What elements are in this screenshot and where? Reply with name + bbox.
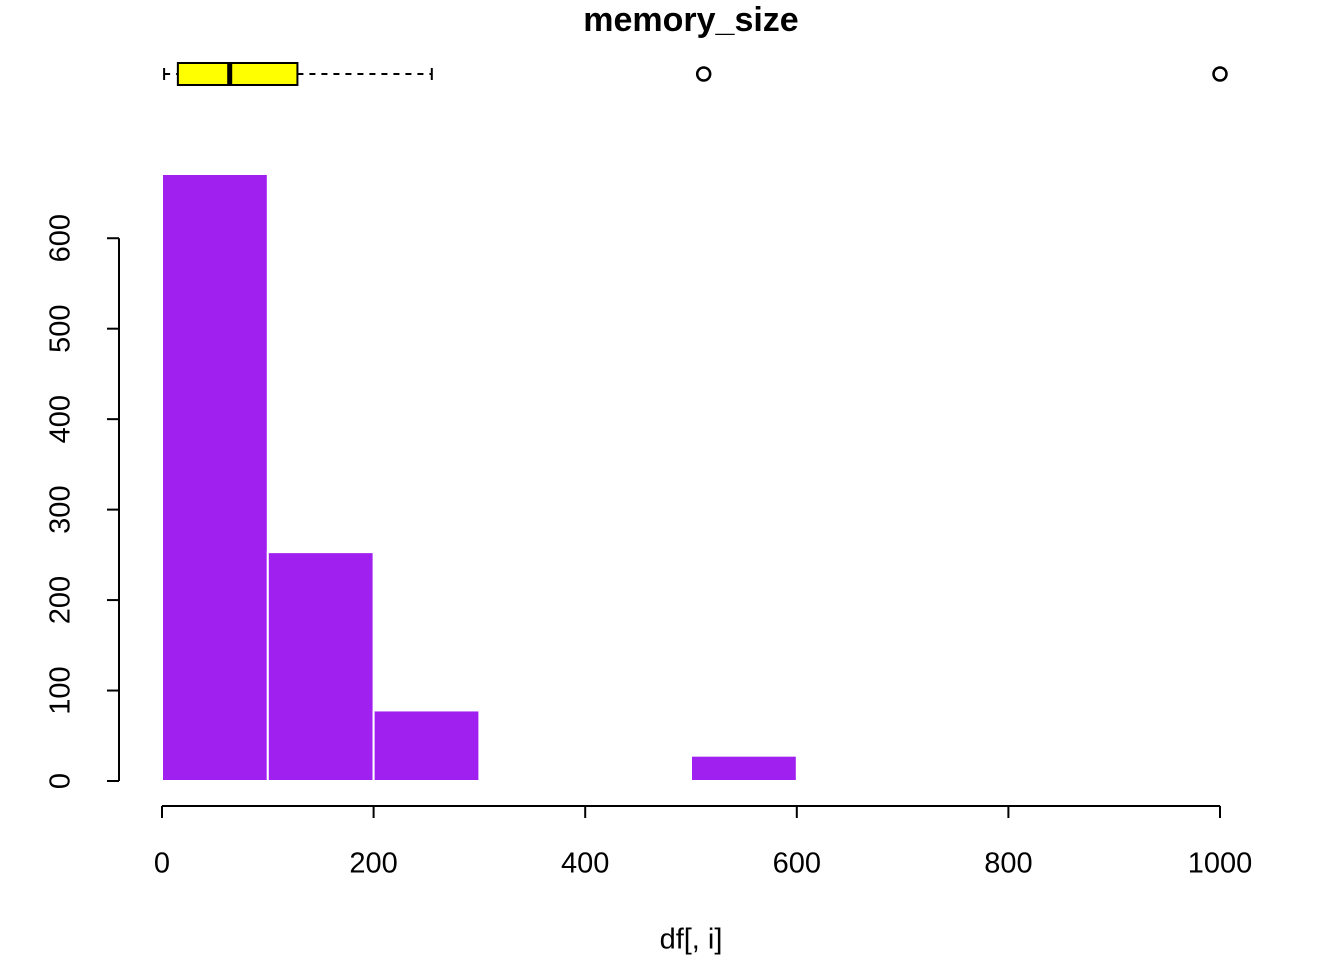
y-tick-label: 400 xyxy=(45,395,77,443)
outlier xyxy=(695,66,712,82)
box xyxy=(176,62,299,86)
x-tick-label: 400 xyxy=(561,848,609,880)
y-tick-label: 500 xyxy=(45,304,77,352)
x-tick-label: 800 xyxy=(984,848,1032,880)
x-tick-label: 200 xyxy=(349,848,397,880)
y-tick-label: 600 xyxy=(45,214,77,262)
y-tick-label: 100 xyxy=(45,666,77,714)
chart-title: memory_size xyxy=(583,1,798,39)
y-tick-label: 200 xyxy=(45,576,77,624)
bar xyxy=(372,709,481,782)
outlier xyxy=(1212,66,1228,82)
x-tick-label: 1000 xyxy=(1188,848,1253,880)
x-axis-label: df[, i] xyxy=(660,924,723,956)
x-tick-label: 600 xyxy=(773,848,821,880)
bar xyxy=(1113,779,1221,783)
bar xyxy=(266,551,375,783)
bar xyxy=(161,173,269,782)
y-tick-label: 300 xyxy=(45,485,77,533)
bar xyxy=(690,754,798,783)
x-tick-label: 0 xyxy=(154,848,170,880)
y-tick-label: 0 xyxy=(45,773,77,789)
